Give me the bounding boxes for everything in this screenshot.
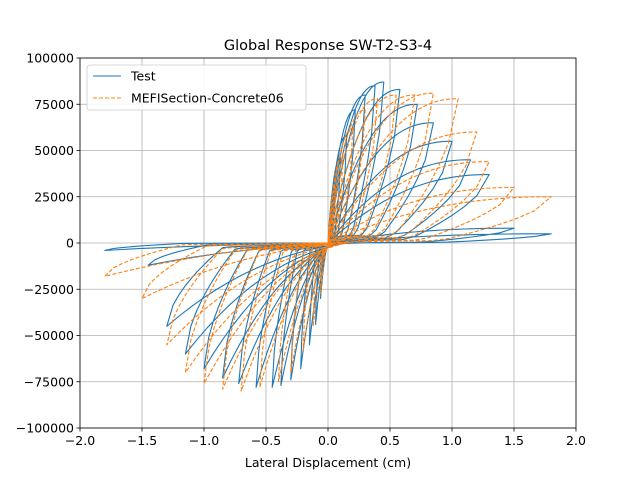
y-tick-label: −100000 bbox=[16, 421, 74, 436]
y-tick-label: −75000 bbox=[24, 374, 74, 389]
x-tick-label: −0.5 bbox=[251, 433, 281, 448]
chart-title: Global Response SW-T2-S3-4 bbox=[224, 38, 432, 54]
y-tick-label: 100000 bbox=[26, 51, 74, 66]
series-line bbox=[104, 92, 552, 392]
x-tick-label: 0.5 bbox=[380, 433, 400, 448]
series-layer bbox=[104, 81, 552, 392]
y-tick-label: −50000 bbox=[24, 328, 74, 343]
y-tick-label: 50000 bbox=[34, 143, 74, 158]
y-tick-label: 75000 bbox=[34, 97, 74, 112]
x-tick-label: −1.5 bbox=[127, 433, 157, 448]
x-tick-label: 0.0 bbox=[318, 433, 338, 448]
y-tick-label: −25000 bbox=[24, 282, 74, 297]
legend-label: MEFISection-Concrete06 bbox=[131, 91, 284, 106]
legend-label: Test bbox=[130, 69, 156, 84]
x-tick-label: 1.0 bbox=[442, 433, 462, 448]
plot-frame bbox=[79, 57, 577, 429]
x-axis-label: Lateral Displacement (cm) bbox=[245, 455, 411, 470]
series-mefisection-concrete06 bbox=[104, 92, 552, 392]
y-tick-label: 0 bbox=[66, 236, 74, 251]
x-tick-label: −1.0 bbox=[189, 433, 219, 448]
axis-ticks: −2.0 −1.5 −1.0 −0.5 0.0 0.5 1.0 1.5 2.0 −100000 −7… bbox=[16, 51, 586, 449]
x-tick-label: −2.0 bbox=[65, 433, 95, 448]
y-tick-label: 25000 bbox=[34, 189, 74, 204]
legend: Test MEFISection-Concrete06 bbox=[86, 64, 307, 111]
x-tick-label: 1.5 bbox=[504, 433, 524, 448]
legend-box bbox=[86, 64, 307, 111]
x-tick-label: 2.0 bbox=[566, 433, 586, 448]
